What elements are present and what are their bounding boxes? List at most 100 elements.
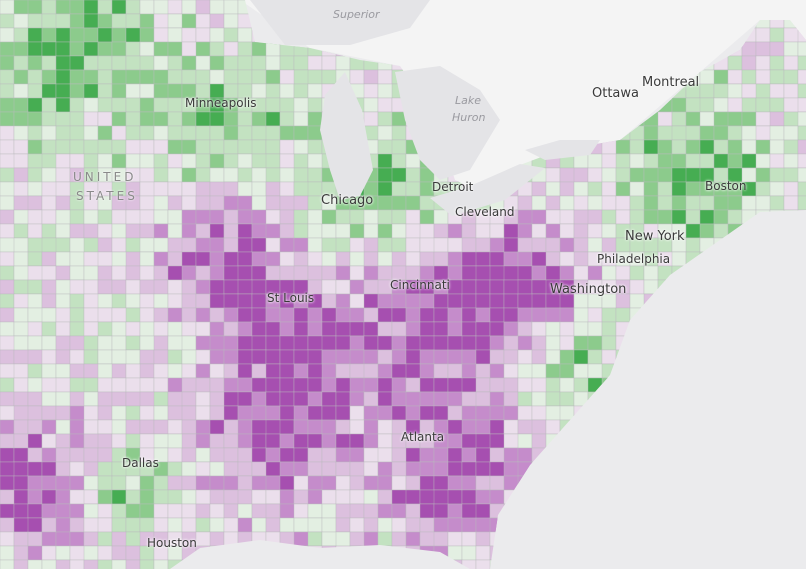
county-cell [237,265,253,281]
county-cell [153,475,169,491]
county-cell [517,349,533,365]
city-houston[interactable]: Houston [147,536,197,550]
county-cell [335,391,351,407]
county-cell [13,475,29,491]
county-cell [0,447,15,463]
county-cell [223,377,239,393]
county-cell [209,69,225,85]
county-cell [0,125,15,141]
county-cell [643,195,659,211]
city-cincinnati[interactable]: Cincinnati [390,278,450,292]
county-cell [55,153,71,169]
county-cell [503,321,519,337]
city-atlanta[interactable]: Atlanta [401,430,445,444]
county-cell [55,167,71,183]
city-chicago[interactable]: Chicago [321,193,374,208]
county-cell [13,307,29,323]
city-cleveland[interactable]: Cleveland [455,205,515,219]
county-cell [97,69,113,85]
county-cell [293,195,309,211]
county-cell [601,321,617,337]
county-cell [27,13,43,29]
county-cell [55,41,71,57]
county-cell [307,69,323,85]
county-cell [41,83,57,99]
county-cell [727,83,743,99]
county-cell [237,447,253,463]
county-cell [307,139,323,155]
county-cell [153,209,169,225]
county-cell [279,433,295,449]
county-cell [405,377,421,393]
county-cell [545,251,561,267]
city-dallas[interactable]: Dallas [122,456,159,470]
county-cell [475,293,491,309]
county-cell [139,41,155,57]
county-cell [27,447,43,463]
city-st-louis[interactable]: St Louis [267,291,315,305]
county-cell [601,349,617,365]
county-cell [181,251,197,267]
county-cell [41,293,57,309]
county-cell [559,181,575,197]
county-cell [83,475,99,491]
county-cell [629,181,645,197]
county-cell [153,125,169,141]
city-ottawa[interactable]: Ottawa [592,86,639,101]
county-cell [293,419,309,435]
county-cell [433,307,449,323]
county-cell [0,293,15,309]
county-cell [41,223,57,239]
city-boston[interactable]: Boston [705,179,747,193]
county-cell [559,349,575,365]
county-cell [41,419,57,435]
county-cell [377,363,393,379]
county-cell [531,349,547,365]
county-cell [153,181,169,197]
county-cell [41,111,57,127]
county-cell [13,125,29,141]
county-cell [587,181,603,197]
county-cell [97,237,113,253]
county-cell [97,55,113,71]
county-cell [167,97,183,113]
county-cell [517,265,533,281]
county-cell [377,531,393,547]
city-montreal[interactable]: Montreal [642,75,700,90]
county-cell [139,321,155,337]
county-cell [559,377,575,393]
county-cell [601,223,617,239]
county-cell [419,447,435,463]
county-cell [377,335,393,351]
city-philadelphia[interactable]: Philadelphia [597,252,671,266]
county-cell [293,209,309,225]
county-cell [0,265,15,281]
county-cell [167,475,183,491]
county-cell [27,223,43,239]
county-cell [335,307,351,323]
county-cell [363,111,379,127]
county-cell [125,321,141,337]
county-cell [139,237,155,253]
county-cell [461,475,477,491]
county-cell [363,419,379,435]
city-minneapolis[interactable]: Minneapolis [185,96,257,110]
county-cell [181,265,197,281]
county-cell [503,293,519,309]
county-cell [405,447,421,463]
city-detroit[interactable]: Detroit [432,180,474,194]
county-cell [405,475,421,491]
city-new-york[interactable]: New York [625,229,685,244]
county-cell [307,461,323,477]
county-cell [69,433,85,449]
county-cell [531,195,547,211]
county-cell [97,265,113,281]
county-cell [307,181,323,197]
lake-superior [250,0,430,45]
county-cell [27,391,43,407]
county-cell [251,405,267,421]
county-cell [139,139,155,155]
county-cell [153,349,169,365]
city-washington[interactable]: Washington [550,282,627,297]
